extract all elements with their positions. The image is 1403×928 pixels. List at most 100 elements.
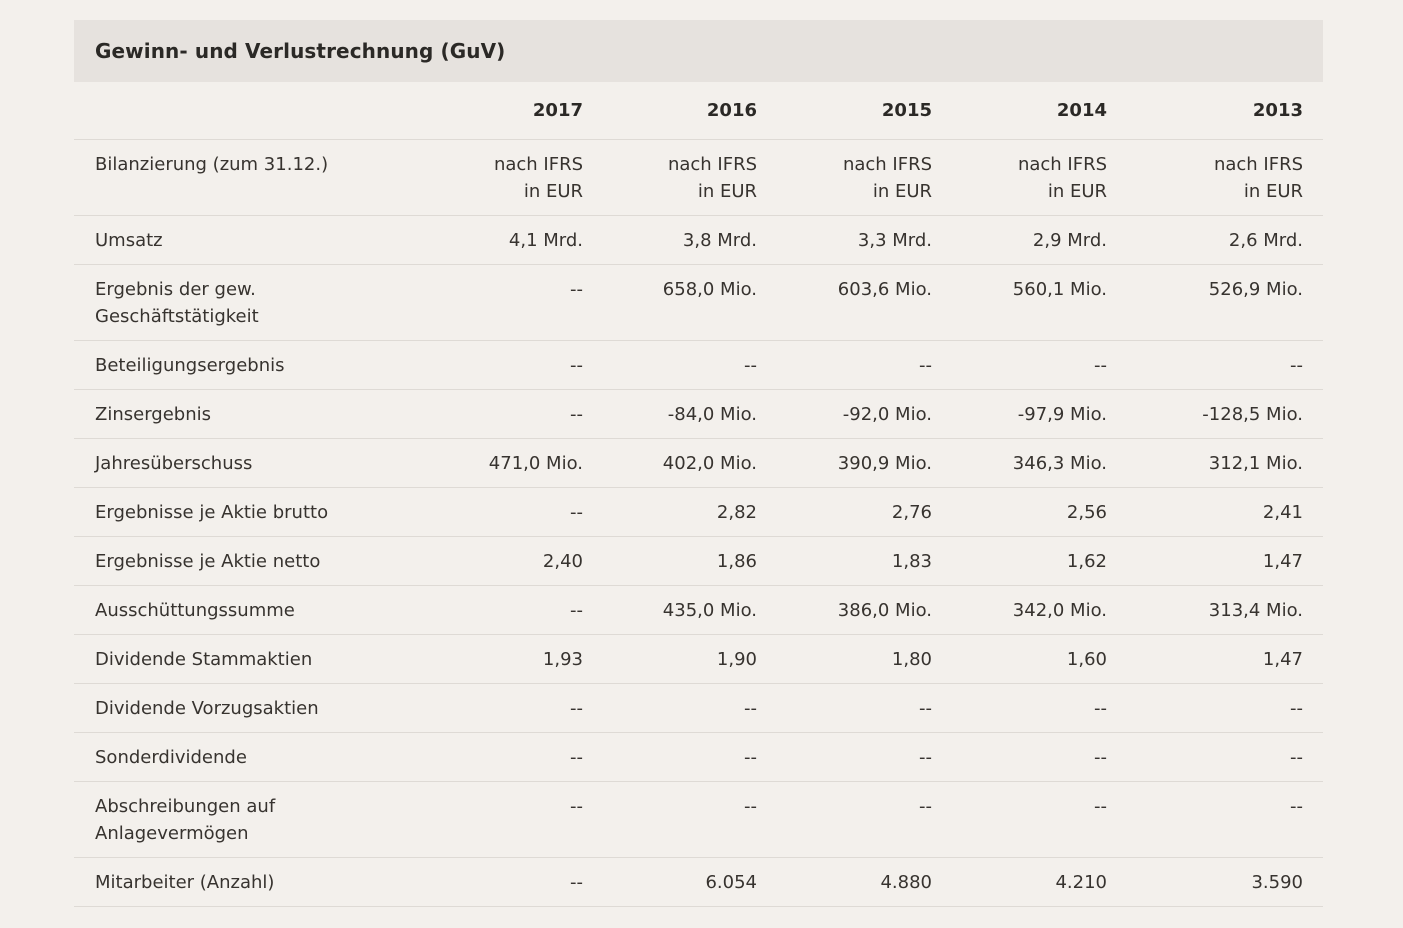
value-line: 2,6 Mrd. [1228, 230, 1303, 251]
value-cell: 346,3 Mio. [952, 438, 1127, 488]
value-line: -- [919, 747, 932, 768]
value-line: -- [744, 747, 757, 768]
value-line: 658,0 Mio. [662, 279, 757, 300]
value-cell: -- [777, 340, 952, 390]
value-cell: -- [603, 781, 777, 858]
value-cell: 4,1 Mrd. [428, 215, 603, 265]
row-label-line: Ergebnisse je Aktie netto [95, 551, 321, 572]
value-cell: 1,62 [952, 536, 1127, 586]
value-cell: -- [428, 264, 603, 341]
value-line: 4.210 [1055, 872, 1107, 893]
value-line: 1,80 [891, 649, 932, 670]
value-line: 4.880 [880, 872, 932, 893]
value-line: -- [570, 747, 583, 768]
row-label: Jahresüberschuss [74, 438, 428, 488]
value-cell: 2,56 [952, 487, 1127, 537]
value-cell: -- [952, 340, 1127, 390]
value-cell: 3,8 Mrd. [603, 215, 777, 265]
value-cell: 526,9 Mio. [1127, 264, 1323, 341]
value-cell: 1,86 [603, 536, 777, 586]
value-cell: nach IFRS in EUR [777, 139, 952, 216]
value-cell: -- [1127, 732, 1323, 782]
value-line: -- [919, 796, 932, 817]
row-label-line: Ergebnis der gew. [95, 279, 256, 300]
value-cell: -- [603, 340, 777, 390]
value-line: 1,83 [891, 551, 932, 572]
panel-title: Gewinn- und Verlustrechnung (GuV) [95, 39, 506, 63]
row-label: Bilanzierung (zum 31.12.) [74, 139, 428, 216]
value-cell: -- [777, 781, 952, 858]
value-line: -- [744, 796, 757, 817]
value-line: 313,4 Mio. [1208, 600, 1303, 621]
row-label-line: Sonderdividende [95, 747, 247, 768]
panel-header: Gewinn- und Verlustrechnung (GuV) [74, 20, 1323, 82]
value-line: -- [744, 355, 757, 376]
table-row: Ergebnis der gew. Geschäftstätigkeit -- 658… [74, 264, 1323, 341]
value-cell: -- [428, 340, 603, 390]
value-line: 2,41 [1262, 502, 1303, 523]
row-label: Sonderdividende [74, 732, 428, 782]
value-cell: 1,90 [603, 634, 777, 684]
value-cell: -- [777, 732, 952, 782]
year-header: 2014 [952, 82, 1127, 140]
table-body: Bilanzierung (zum 31.12.) nach IFRS in EUR… [74, 139, 1323, 907]
value-line: 1,62 [1066, 551, 1107, 572]
value-cell: -92,0 Mio. [777, 389, 952, 439]
value-line: -- [570, 279, 583, 300]
value-cell: -- [777, 683, 952, 733]
table-row: Umsatz 4,1 Mrd. 3,8 Mrd. 3,3 Mrd. 2,9 Mrd. 2,… [74, 215, 1323, 265]
value-cell: 3,3 Mrd. [777, 215, 952, 265]
table-row: Dividende Stammaktien 1,93 1,90 1,80 1,60 1,4… [74, 634, 1323, 684]
value-line: -- [919, 698, 932, 719]
row-label: Ausschüttungssumme [74, 585, 428, 635]
value-cell: 390,9 Mio. [777, 438, 952, 488]
guv-panel: Gewinn- und Verlustrechnung (GuV) 2017 2… [74, 20, 1323, 907]
value-cell: -- [428, 732, 603, 782]
value-cell: 3.590 [1127, 857, 1323, 907]
value-cell: -84,0 Mio. [603, 389, 777, 439]
value-cell: -- [428, 683, 603, 733]
value-cell: -97,9 Mio. [952, 389, 1127, 439]
value-cell: 2,41 [1127, 487, 1323, 537]
value-cell: nach IFRS in EUR [952, 139, 1127, 216]
value-line: 560,1 Mio. [1012, 279, 1107, 300]
value-cell: -128,5 Mio. [1127, 389, 1323, 439]
row-label: Dividende Stammaktien [74, 634, 428, 684]
table-row: Ergebnisse je Aktie netto 2,40 1,86 1,83 1,6… [74, 536, 1323, 586]
value-cell: nach IFRS in EUR [1127, 139, 1323, 216]
value-line: 603,6 Mio. [837, 279, 932, 300]
value-line: -- [1290, 698, 1303, 719]
row-label-line: Bilanzierung (zum 31.12.) [95, 154, 329, 175]
value-line: -- [1290, 747, 1303, 768]
table-row: Bilanzierung (zum 31.12.) nach IFRS in EUR… [74, 139, 1323, 216]
value-line: 4,1 Mrd. [508, 230, 583, 251]
value-line: 402,0 Mio. [662, 453, 757, 474]
value-line: 1,47 [1262, 649, 1303, 670]
value-line: -- [1094, 796, 1107, 817]
value-cell: 1,83 [777, 536, 952, 586]
value-cell: -- [603, 683, 777, 733]
value-line: 471,0 Mio. [488, 453, 583, 474]
value-line: 6.054 [705, 872, 757, 893]
value-line: 1,60 [1066, 649, 1107, 670]
value-cell: 1,60 [952, 634, 1127, 684]
table-row: Ergebnisse je Aktie brutto -- 2,82 2,76 2,56… [74, 487, 1323, 537]
value-cell: 1,80 [777, 634, 952, 684]
value-line: in EUR [1047, 181, 1107, 202]
value-line: -97,9 Mio. [1017, 404, 1107, 425]
row-label: Dividende Vorzugsaktien [74, 683, 428, 733]
value-cell: -- [1127, 340, 1323, 390]
value-line: -92,0 Mio. [842, 404, 932, 425]
value-line: -- [1094, 355, 1107, 376]
row-label-line: Beteiligungsergebnis [95, 355, 285, 376]
value-line: -- [1290, 355, 1303, 376]
value-cell: -- [1127, 781, 1323, 858]
guv-table: 2017 2016 2015 2014 2013 Bilanzierung (z… [74, 82, 1323, 907]
value-line: in EUR [523, 181, 583, 202]
value-line: -- [570, 796, 583, 817]
table-row: Jahresüberschuss 471,0 Mio. 402,0 Mio. 390,… [74, 438, 1323, 488]
row-label: Ergebnisse je Aktie netto [74, 536, 428, 586]
value-cell: 2,6 Mrd. [1127, 215, 1323, 265]
row-label: Ergebnisse je Aktie brutto [74, 487, 428, 537]
value-line: nach IFRS [1017, 154, 1107, 175]
